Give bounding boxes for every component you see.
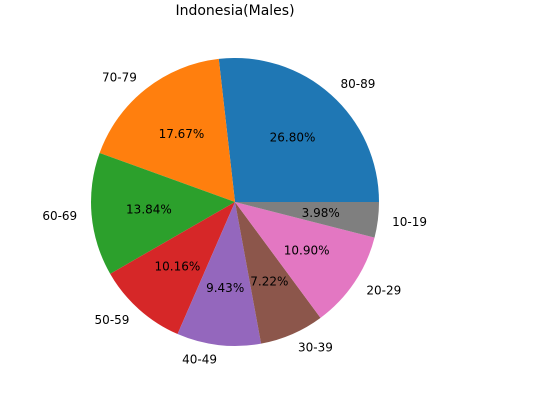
slice-category-label-30-39: 30-39: [298, 340, 333, 354]
pie-slice-70-79: [99, 58, 235, 202]
pie-slice-40-49: [177, 202, 262, 347]
pie-slice-20-29: [235, 202, 375, 318]
slice-value-label-70-79: 17.67%: [159, 127, 205, 141]
pie-slice-10-19: [235, 202, 379, 238]
slice-category-label-60-69: 60-69: [42, 209, 77, 223]
slice-value-label-40-49: 9.43%: [206, 281, 244, 295]
pie-slice-80-89: [218, 58, 379, 203]
pie-slice-50-59: [110, 202, 235, 335]
slice-category-label-40-49: 40-49: [182, 352, 217, 366]
pie-slice-60-69: [91, 152, 236, 274]
slice-value-label-60-69: 13.84%: [126, 203, 172, 217]
slice-category-label-10-19: 10-19: [392, 215, 427, 229]
slice-value-label-20-29: 10.90%: [284, 243, 330, 257]
slice-category-label-20-29: 20-29: [366, 283, 401, 297]
chart-title: Indonesia(Males): [175, 3, 294, 19]
slice-category-label-70-79: 70-79: [102, 71, 137, 85]
slice-value-label-30-39: 7.22%: [250, 274, 288, 288]
pie-slice-30-39: [235, 202, 321, 344]
slice-category-label-50-59: 50-59: [95, 313, 130, 327]
pie-slices: [91, 58, 379, 347]
slice-category-label-80-89: 80-89: [341, 77, 376, 91]
slice-value-label-80-89: 26.80%: [270, 131, 316, 145]
slice-value-label-10-19: 3.98%: [302, 206, 340, 220]
pie-labels: 26.80% 80-89 17.67% 70-79 13.84% 60-69 10.16% 5…: [42, 71, 427, 367]
slice-value-label-50-59: 10.16%: [155, 259, 201, 273]
